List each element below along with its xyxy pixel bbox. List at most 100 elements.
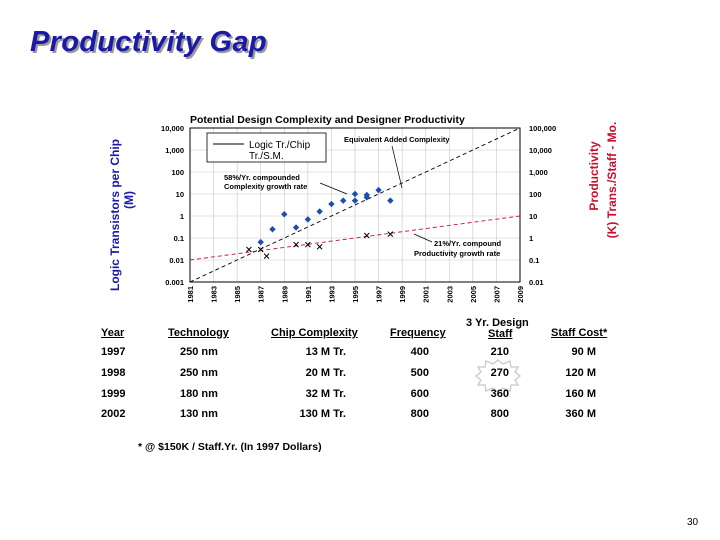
annotation-complexity-line2: Complexity growth rate [224, 182, 307, 191]
left-axis-label-line2: (M) [122, 191, 136, 209]
table-cell-complexity: 32 M Tr. [305, 388, 346, 400]
right-axis-tick-label: 1,000 [529, 168, 548, 177]
plot-area [189, 127, 521, 283]
productivity-data-point [305, 241, 311, 248]
right-axis-label-line1: Productivity [587, 141, 601, 211]
productivity-data-point [363, 232, 370, 239]
table-cell-technology: 250 nm [180, 346, 218, 358]
annotation-productivity-line1: 21%/Yr. compound [434, 239, 502, 248]
slide-title: Productivity Gap [30, 26, 267, 58]
table-header-complexity: Chip Complexity [271, 327, 358, 339]
x-axis-tick-label: 2007 [492, 286, 501, 303]
logic-data-point [269, 226, 276, 233]
table-cell-staff: 270 [490, 367, 509, 379]
table-cell-cost: 90 M [571, 346, 596, 358]
table-cell-technology: 250 nm [180, 367, 218, 379]
table-cell-year: 1998 [101, 367, 126, 379]
chart-title: Potential Design Complexity and Designer… [190, 114, 465, 126]
table-header-year: Year [101, 327, 125, 339]
productivity-data-point [257, 246, 264, 253]
left-axis-tick-label: 10 [176, 190, 184, 199]
x-axis-tick-label: 1983 [210, 286, 219, 303]
legend-productivity-label: Tr./S.M. [249, 151, 284, 162]
x-axis-tick-label: 1997 [375, 286, 384, 303]
right-axis-tick-label: 100 [529, 190, 542, 199]
productivity-data-point [387, 231, 394, 237]
productivity-data-point [316, 243, 323, 250]
right-axis-label-line2: (K) Trans./Staff - Mo. [605, 122, 619, 239]
page-number: 30 [687, 517, 699, 528]
table-cell-frequency: 400 [410, 346, 429, 358]
table-cell-frequency: 500 [410, 367, 429, 379]
productivity-data-point [263, 253, 270, 259]
right-axis-tick-label: 0.01 [529, 278, 544, 287]
staff-highlight-burst [474, 359, 522, 393]
left-axis-label-line1: Logic Transistors per Chip [108, 139, 122, 291]
table-header-staff-line2: Staff [488, 328, 513, 340]
x-axis-tick-label: 2001 [422, 286, 431, 303]
legend-logic-label: Logic Tr./Chip [249, 140, 311, 151]
right-axis-tick-label: 1 [529, 234, 533, 243]
table-cell-cost: 360 M [565, 408, 596, 420]
logic-data-point [375, 186, 382, 194]
annotation-productivity-line2: Productivity growth rate [414, 249, 500, 258]
right-axis-tick-label: 10,000 [529, 146, 552, 155]
annotation-complexity-line1: 58%/Yr. compounded [224, 173, 300, 182]
table-cell-complexity: 20 M Tr. [305, 367, 346, 379]
annotation-complexity-arrow [319, 182, 348, 195]
x-axis-tick-label: 1999 [398, 286, 407, 303]
productivity-data-point [293, 241, 299, 248]
annotation-equivalent-arrow [391, 145, 403, 189]
x-axis-tick-label: 2005 [469, 286, 478, 303]
x-axis-tick-label: 1991 [304, 286, 313, 303]
logic-data-point [281, 211, 288, 218]
logic-data-point [328, 200, 335, 208]
table-footnote: * @ $150K / Staff.Yr. (In 1997 Dollars) [138, 441, 322, 453]
left-axis-tick-label: 0.001 [165, 278, 184, 287]
logic-data-point [292, 224, 300, 231]
table-cell-complexity: 13 M Tr. [305, 346, 346, 358]
left-axis-tick-label: 10,000 [161, 124, 184, 133]
table-cell-year: 2002 [101, 408, 126, 420]
left-axis-tick-label: 0.1 [174, 234, 184, 243]
table-header-staff-line1: 3 Yr. Design [466, 317, 529, 329]
x-axis-tick-label: 1987 [257, 286, 266, 303]
logic-data-point [363, 194, 370, 201]
x-axis-tick-label: 1995 [351, 286, 360, 303]
table-header-technology: Technology [168, 327, 229, 339]
table-cell-staff: 210 [490, 346, 509, 358]
table-cell-complexity: 130 M Tr. [299, 408, 346, 420]
table-cell-cost: 160 M [565, 388, 596, 400]
table-header-frequency: Frequency [390, 327, 446, 339]
logic-data-point [257, 238, 264, 246]
table-cell-year: 1999 [101, 388, 126, 400]
table-cell-technology: 130 nm [180, 408, 218, 420]
x-axis-tick-label: 2009 [516, 286, 525, 303]
table-cell-staff: 800 [490, 408, 509, 420]
table-cell-year: 1997 [101, 346, 126, 358]
table-header-cost: Staff Cost* [551, 327, 608, 339]
table-cell-cost: 120 M [565, 367, 596, 379]
logic-data-point [340, 197, 347, 204]
logic-data-point [387, 197, 394, 204]
logic-data-point [316, 208, 323, 215]
x-axis-tick-label: 1993 [327, 286, 336, 303]
logic-data-point [304, 216, 312, 223]
x-axis-tick-label: 1985 [233, 286, 242, 303]
table-cell-frequency: 600 [410, 388, 429, 400]
table-cell-frequency: 800 [410, 408, 429, 420]
left-axis-tick-label: 1,000 [165, 146, 184, 155]
productivity-data-point [246, 246, 252, 253]
annotation-productivity-arrow [413, 233, 433, 243]
x-axis-tick-label: 2003 [445, 286, 454, 303]
logic-data-point [351, 190, 359, 198]
right-axis-tick-label: 10 [529, 212, 537, 221]
legend-box [206, 132, 327, 163]
x-axis-tick-label: 1981 [186, 286, 195, 303]
left-axis-tick-label: 1 [180, 212, 184, 221]
complexity-trend-line [189, 127, 521, 283]
x-axis-tick-label: 1989 [280, 286, 289, 303]
left-axis-tick-label: 100 [171, 168, 184, 177]
annotation-equivalent: Equivalent Added Complexity [344, 135, 450, 144]
